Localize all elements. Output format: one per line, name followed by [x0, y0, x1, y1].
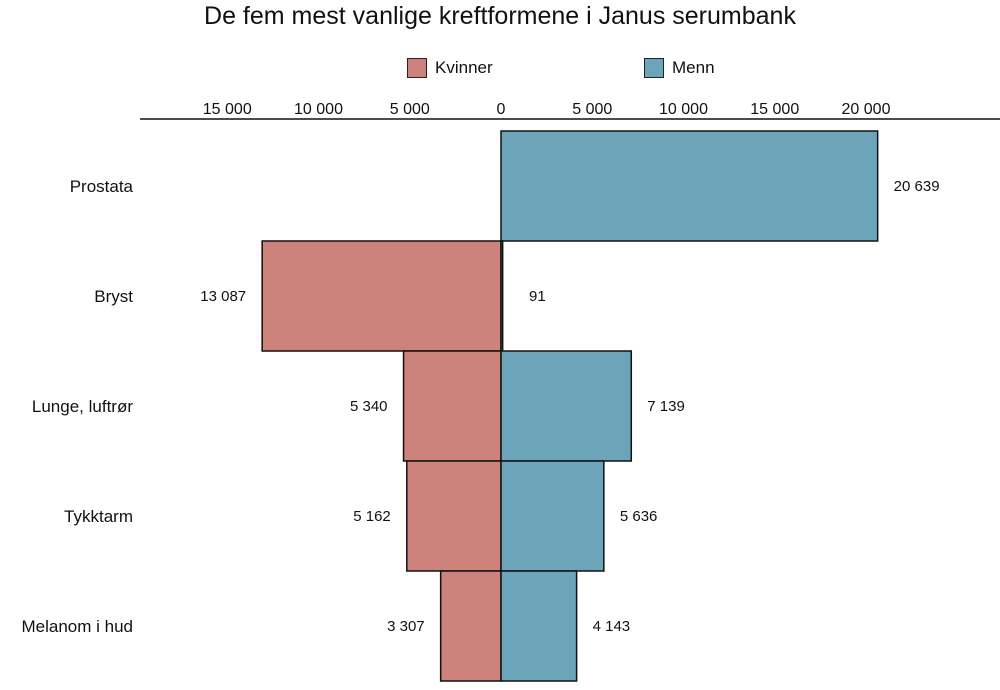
- category-label: Tykktarm: [64, 507, 133, 526]
- legend-swatch-menn: [644, 58, 664, 78]
- legend-label-menn: Menn: [672, 58, 715, 77]
- bar-menn: [500, 240, 504, 352]
- bar-kvinner: [439, 570, 502, 682]
- x-tick-label: 15 000: [203, 101, 252, 118]
- legend-swatch-kvinner: [407, 58, 427, 78]
- data-label-kvinner: 3 307: [387, 618, 425, 635]
- legend-label-kvinner: Kvinner: [435, 58, 493, 77]
- category-label: Prostata: [70, 177, 134, 196]
- data-label-kvinner: 13 087: [200, 288, 246, 305]
- data-label-menn: 20 639: [894, 178, 940, 195]
- bar-kvinner: [402, 350, 502, 462]
- bar-menn: [500, 460, 605, 572]
- bar-menn: [500, 570, 578, 682]
- legend-item-kvinner: Kvinner: [407, 58, 493, 78]
- x-tick-label: 10 000: [659, 101, 708, 118]
- category-label: Lunge, luftrør: [32, 397, 133, 416]
- bar-kvinner: [261, 240, 502, 352]
- bar-kvinner: [406, 460, 502, 572]
- data-label-menn: 4 143: [593, 618, 631, 635]
- data-label-menn: 91: [529, 288, 546, 305]
- data-label-kvinner: 5 340: [350, 398, 388, 415]
- x-tick-label: 5 000: [572, 101, 612, 118]
- legend-item-menn: Menn: [644, 58, 715, 78]
- chart-title: De fem mest vanlige kreftformene i Janus…: [204, 2, 796, 30]
- bar-menn: [500, 130, 879, 242]
- x-tick-label: 20 000: [842, 101, 891, 118]
- category-label: Melanom i hud: [21, 617, 133, 636]
- x-tick-label: 15 000: [750, 101, 799, 118]
- x-tick-label: 0: [497, 101, 506, 118]
- data-label-menn: 5 636: [620, 508, 658, 525]
- legend: Kvinner Menn: [0, 0, 1000, 90]
- x-tick-label: 10 000: [294, 101, 343, 118]
- x-tick-label: 5 000: [390, 101, 430, 118]
- bar-menn: [500, 350, 633, 462]
- data-label-menn: 7 139: [647, 398, 685, 415]
- data-label-kvinner: 5 162: [353, 508, 391, 525]
- category-label: Bryst: [94, 287, 133, 306]
